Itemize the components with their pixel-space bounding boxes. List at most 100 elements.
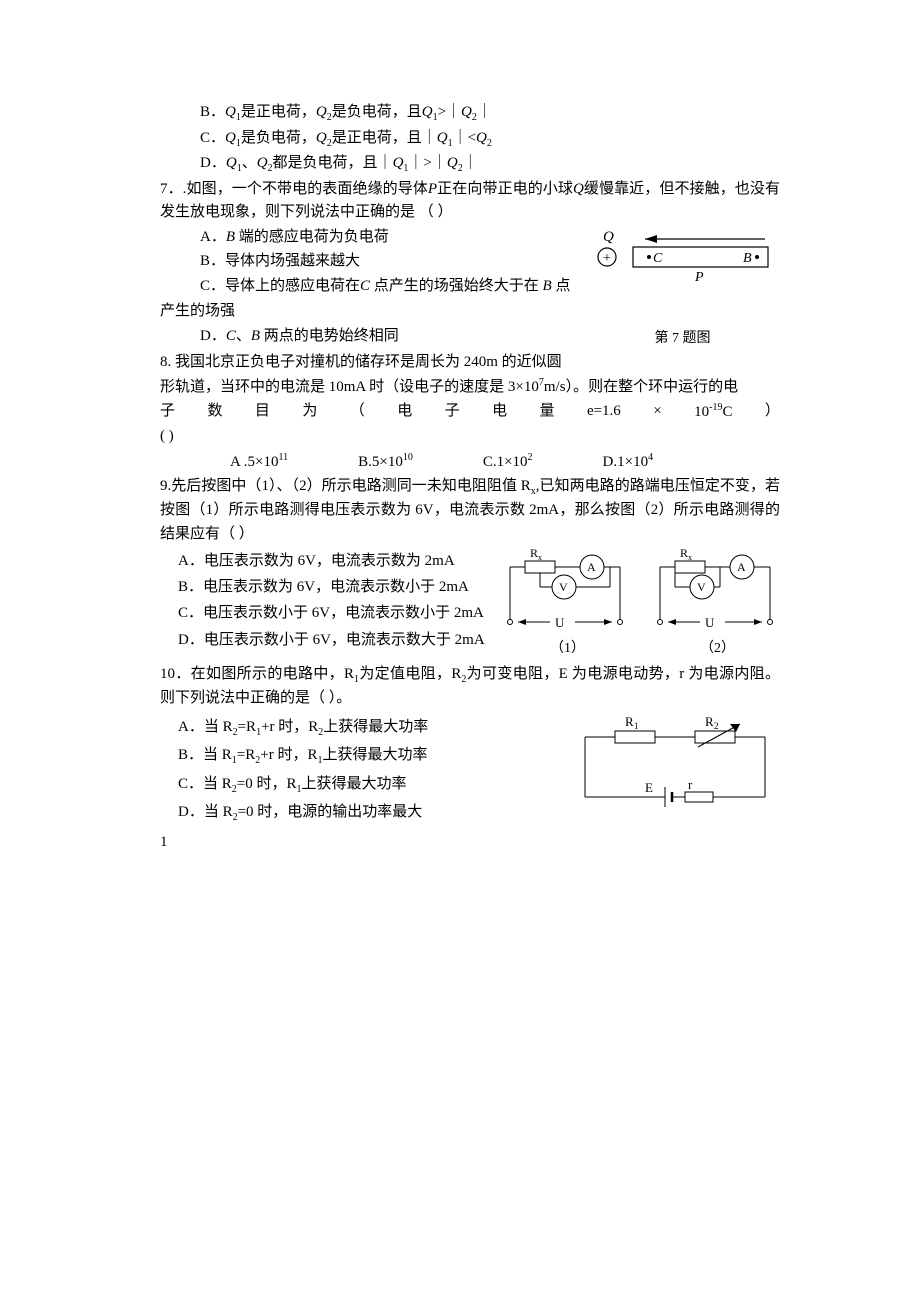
q8d-exp: 4: [648, 452, 653, 463]
q6-option-b: B．Q1是正电荷，Q2是负电荷，且Q1>｜Q2｜: [160, 101, 780, 126]
q7a-i: B: [226, 229, 235, 245]
svg-text:R: R: [625, 714, 634, 729]
q7d-i1: C: [226, 328, 236, 344]
q6b-q3: Q: [422, 104, 433, 120]
q10a-b: =R: [238, 719, 256, 735]
opt-d-prefix: D．: [200, 155, 226, 171]
q9-circuit-icon: Rx A V U （1）: [500, 547, 780, 662]
q7d-i2: B: [251, 328, 260, 344]
q6c-t1: 是负电荷，: [241, 130, 316, 146]
q7-s2: 正在向带正电的小球: [437, 181, 573, 197]
q7-fig-plus: +: [603, 251, 611, 266]
q8-options: A .5×1011 B.5×1010 C.1×102 D.1×104: [160, 450, 780, 474]
q10-option-d: D．当 R2=0 时，电源的输出功率最大: [160, 801, 560, 826]
q7-option-c-l2: 产生的场强: [160, 300, 780, 323]
q8c-pre: C.1×10: [483, 454, 528, 470]
q10-stem: 10．在如图所示的电路中，R1为定值电阻，R2为可变电阻，E 为电源电动势，r …: [160, 663, 780, 711]
q6c-mid: ｜<: [453, 130, 476, 146]
q7-fig-C: C: [653, 251, 663, 266]
q7-option-c-l1: C．导体上的感应电荷在C 点产生的场强始终大于在 B 点: [160, 275, 575, 298]
q10-option-b: B．当 R1=R2+r 时，R1上获得最大功率: [160, 744, 560, 769]
q8-w2: 数: [207, 400, 222, 424]
q8-option-d: D.1×104: [603, 450, 654, 474]
q7a-pre: A．: [200, 229, 226, 245]
q6d-t: 都是负电荷，且｜: [273, 155, 393, 171]
q10-option-a: A．当 R2=R1+r 时，R2上获得最大功率: [160, 716, 560, 741]
svg-text:（2）: （2）: [700, 640, 735, 656]
svg-text:x: x: [688, 553, 692, 562]
q6b-q1: Q: [225, 104, 236, 120]
q9-option-a: A．电压表示数为 6V，电流表示数为 2mA: [160, 550, 490, 573]
q10-sb: 为定值电阻，R: [359, 666, 461, 682]
q8a-exp: 11: [278, 452, 288, 463]
q8-stem-l1: 8. 我国北京正负电子对撞机的储存环是周长为 240m 的近似圆: [160, 351, 780, 374]
q8b-pre: B.5×10: [358, 454, 403, 470]
q6d-mid: ｜>｜: [408, 155, 446, 171]
svg-text:U: U: [705, 615, 715, 630]
q10b-b: =R: [237, 747, 255, 763]
svg-text:R: R: [680, 547, 688, 560]
q10d-a: D．当 R: [178, 804, 233, 820]
q7a-txt: 端的感应电荷为负电荷: [239, 229, 389, 245]
svg-text:r: r: [688, 777, 693, 792]
svg-text:2: 2: [714, 721, 719, 731]
svg-text:1: 1: [634, 721, 639, 731]
q8-w8: 电: [492, 400, 507, 424]
q9-stem: 9.先后按图中（1）、（2）所示电路测同一未知电阻阻值 Rx,已知两电路的路端电…: [160, 475, 780, 546]
svg-text:U: U: [555, 615, 565, 630]
q8-w10: e=1.6: [587, 400, 621, 424]
q6b-q4: Q: [461, 104, 472, 120]
q7-Q: Q: [573, 181, 584, 197]
svg-text:V: V: [559, 580, 568, 594]
svg-text:A: A: [737, 560, 746, 574]
svg-text:V: V: [697, 580, 706, 594]
svg-text:R: R: [705, 714, 714, 729]
q10b-c: +r 时，R: [260, 747, 317, 763]
q6-option-d: D．Q1、Q2都是负电荷，且｜Q1｜>｜Q2｜: [160, 152, 780, 177]
q6c-q4: Q: [476, 130, 487, 146]
q7d-pre: D．: [200, 328, 226, 344]
q7-s1: 7．.如图，一个不带电的表面绝缘的导体: [160, 181, 428, 197]
q6d-q1: Q: [226, 155, 237, 171]
q7-diagram-icon: Q + C B P: [585, 225, 780, 285]
q8b-exp: 10: [403, 452, 413, 463]
q8-option-a: A .5×1011: [230, 450, 288, 474]
q7-d-row: D．C、B 两点的电势始终相同 第 7 题图: [160, 324, 780, 350]
q10c-b: =0 时，R: [237, 776, 297, 792]
q10c-c: 上获得最大功率: [301, 776, 406, 792]
q8c-exp: 2: [528, 452, 533, 463]
q6b-q2: Q: [316, 104, 327, 120]
q6b-t2: 是负电荷，且: [332, 104, 422, 120]
opt-c-prefix: C．: [200, 130, 225, 146]
q7-option-a: A．B 端的感应电荷为负电荷: [160, 226, 575, 249]
q7-fig-Q: Q: [603, 229, 614, 245]
q6c-q1: Q: [225, 130, 236, 146]
q9-option-c: C．电压表示数小于 6V，电流表示数小于 2mA: [160, 602, 490, 625]
opt-b-prefix: B．: [200, 104, 225, 120]
q6c-q2: Q: [316, 130, 327, 146]
q7c-pre: C．导体上的感应电荷在: [200, 278, 360, 294]
q8-w3: 目: [255, 400, 270, 424]
q10a-c: +r 时，R: [261, 719, 318, 735]
q7c-mid: 点产生的场强始终大于在: [374, 278, 539, 294]
q8-w13: ）: [765, 400, 780, 424]
q8-option-c: C.1×102: [483, 450, 533, 474]
svg-text:x: x: [538, 553, 542, 562]
q8-w4: 为: [302, 400, 317, 424]
q6d-q3: Q: [393, 155, 404, 171]
q10a-d: 上获得最大功率: [323, 719, 428, 735]
q7-option-b: B．导体内场强越来越大: [160, 250, 575, 273]
q10c-a: C．当 R: [178, 776, 232, 792]
q7-caption: 第 7 题图: [585, 328, 780, 350]
svg-text:A: A: [587, 560, 596, 574]
q8-stem-l3: 子 数 目 为 （ 电 子 电 量 e=1.6 × 10-19C ）: [160, 400, 780, 424]
q8-w1: 子: [160, 400, 175, 424]
q10a-a: A．当 R: [178, 719, 233, 735]
q9-option-d: D．电压表示数小于 6V，电流表示数大于 2mA: [160, 629, 490, 652]
q7d-txt: 两点的电势始终相同: [264, 328, 399, 344]
q9-figure: Rx A V U （1）: [500, 547, 780, 662]
q10-circuit-icon: R1 R2 E r: [570, 712, 780, 817]
q8-w12: 10-19C: [694, 400, 732, 424]
svg-text:E: E: [645, 780, 653, 795]
q8-w9: 量: [540, 400, 555, 424]
